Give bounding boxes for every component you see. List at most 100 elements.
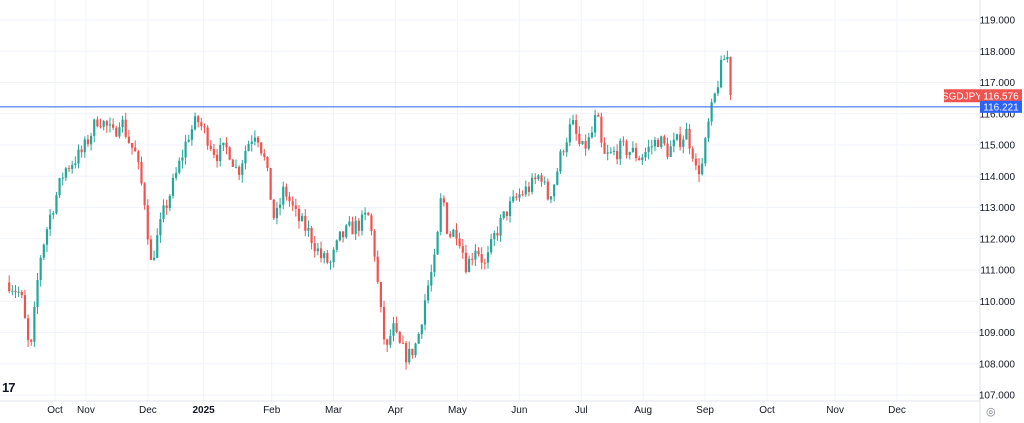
- candle-body: [581, 141, 584, 145]
- y-tick-label: 115.000: [980, 141, 1016, 152]
- candle-body: [67, 168, 71, 170]
- candle-body: [672, 139, 675, 147]
- candle-body: [367, 212, 370, 216]
- candle-body: [304, 215, 307, 231]
- candle-body: [584, 141, 587, 149]
- candle-body: [612, 150, 616, 152]
- candle-body: [17, 291, 20, 293]
- tradingview-logo-icon: 17: [2, 380, 16, 395]
- candle-body: [360, 214, 364, 231]
- candle-body: [134, 147, 137, 152]
- candle-body: [575, 120, 578, 134]
- candle-body: [486, 252, 490, 263]
- candle-body: [294, 205, 297, 209]
- hline-price-badge: [980, 100, 1022, 113]
- candle-body: [52, 213, 55, 215]
- candle-body: [512, 196, 515, 202]
- candle-body: [726, 57, 729, 60]
- candle-body: [641, 157, 644, 161]
- candle-body: [247, 143, 250, 151]
- candle-body: [408, 348, 411, 363]
- candle-body: [364, 212, 367, 215]
- candle-body: [389, 335, 392, 345]
- candle-body: [502, 211, 505, 219]
- time-axis: Oct Nov Dec 2025 Feb Mar Apr May Jun Jul Aug Sep Oct…: [47, 405, 906, 416]
- candle-body: [26, 318, 30, 340]
- candle-body: [181, 157, 184, 161]
- candle-body: [260, 142, 263, 154]
- candle-body: [338, 231, 342, 241]
- candle-body: [209, 145, 212, 150]
- price-axis: 107.000 108.000 109.000 110.000 111.000 112.0…: [979, 16, 1016, 402]
- candle-body: [99, 126, 102, 128]
- candle-body: [206, 127, 209, 146]
- candle-body: [49, 214, 52, 230]
- candle-body: [253, 137, 256, 142]
- candle-body: [83, 139, 86, 153]
- candle-body: [603, 142, 606, 154]
- y-tick-label: 114.000: [980, 172, 1016, 183]
- candle-body: [282, 186, 285, 205]
- last-price-badge: [980, 89, 1022, 103]
- candle-body: [231, 159, 234, 167]
- candle-body: [175, 172, 178, 178]
- candle-body: [323, 253, 326, 259]
- candle-body: [587, 137, 590, 149]
- candle-body: [80, 149, 83, 153]
- candle-body: [505, 211, 508, 217]
- candle-body: [121, 119, 124, 128]
- candle-body: [559, 151, 562, 172]
- candle-body: [102, 121, 105, 127]
- candle-body: [697, 165, 701, 175]
- y-tick-label: 111.000: [980, 266, 1015, 277]
- candle-body: [723, 59, 726, 61]
- y-tick-label: 119.000: [980, 16, 1016, 27]
- candle-body: [39, 257, 42, 281]
- candle-body: [357, 220, 360, 231]
- candle-body: [609, 151, 612, 153]
- candle-body: [266, 156, 269, 168]
- candle-body: [301, 215, 304, 222]
- candle-body: [127, 136, 130, 143]
- candle-body: [474, 250, 477, 260]
- x-tick-label: 2025: [192, 405, 215, 416]
- candle-body: [461, 246, 464, 253]
- candle-body: [477, 250, 480, 255]
- candle-body: [288, 196, 291, 202]
- candle-body: [411, 348, 414, 356]
- candle-body: [395, 323, 398, 333]
- candle-body: [660, 136, 663, 147]
- x-tick-label: Sep: [696, 405, 714, 416]
- candle-body: [600, 116, 603, 143]
- candle-body: [74, 163, 77, 165]
- candle-body: [578, 133, 581, 145]
- candle-body: [329, 262, 332, 264]
- candle-body: [77, 149, 80, 164]
- candle-body: [105, 121, 108, 126]
- candle-body: [36, 280, 39, 307]
- candle-body: [171, 177, 175, 196]
- hline-price-label: 116.221: [983, 102, 1019, 113]
- y-tick-label: 109.000: [979, 328, 1016, 339]
- candle-body: [691, 148, 694, 159]
- last-price-label: 116.576: [983, 91, 1019, 102]
- candle-body: [316, 248, 319, 252]
- candle-body: [556, 171, 559, 185]
- candle-body: [373, 230, 376, 257]
- candle-body: [61, 177, 64, 179]
- x-tick-label: Dec: [139, 405, 157, 416]
- candle-body: [250, 141, 253, 144]
- x-tick-label: Feb: [263, 405, 281, 416]
- candle-body: [187, 139, 190, 142]
- candle-body: [124, 119, 127, 137]
- candle-body: [278, 204, 282, 208]
- settings-gear-icon[interactable]: ◎: [986, 405, 996, 418]
- grid-layer: [0, 0, 980, 401]
- candle-body: [483, 262, 486, 264]
- candle-body: [89, 135, 93, 145]
- candle-body: [729, 57, 732, 95]
- candle-body: [471, 258, 474, 260]
- candle-body: [716, 87, 720, 94]
